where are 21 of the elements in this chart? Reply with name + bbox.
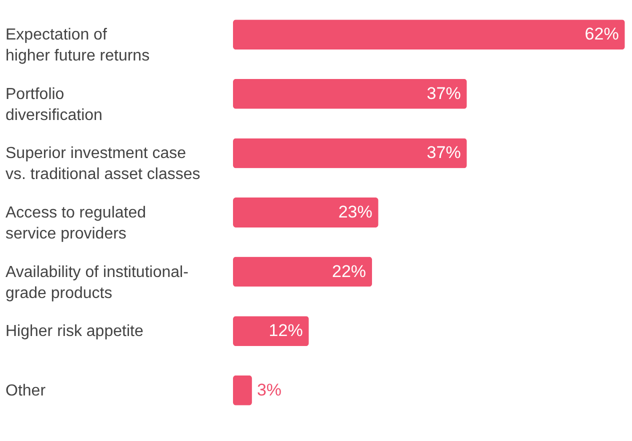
- y-tick-label: Access to regulated service providers: [6, 204, 146, 242]
- bar: [233, 256, 372, 287]
- y-tick-label: Superior investment case vs. traditional asset classes: [6, 145, 200, 184]
- data-label: 12%: [268, 321, 303, 340]
- data-label: 23%: [338, 202, 372, 222]
- y-tick-label: Expectation of higher future returns: [6, 26, 150, 65]
- bar: [233, 138, 467, 168]
- y-tick-label: Higher risk appetite: [6, 323, 144, 340]
- bar: [233, 198, 378, 228]
- bar: [233, 20, 625, 50]
- data-label: 22%: [332, 262, 366, 281]
- data-label: 3%: [256, 380, 282, 400]
- y-tick-label: Other: [6, 382, 46, 400]
- bar: [233, 78, 467, 109]
- data-label: 37%: [426, 84, 461, 103]
- y-tick-label: Portfolio diversification: [6, 86, 102, 124]
- data-label: 62%: [584, 24, 619, 44]
- bar: [233, 375, 252, 406]
- data-label: 37%: [426, 143, 461, 162]
- bar: [233, 316, 309, 346]
- y-tick-label: Availability of institutional- grade products: [6, 264, 188, 302]
